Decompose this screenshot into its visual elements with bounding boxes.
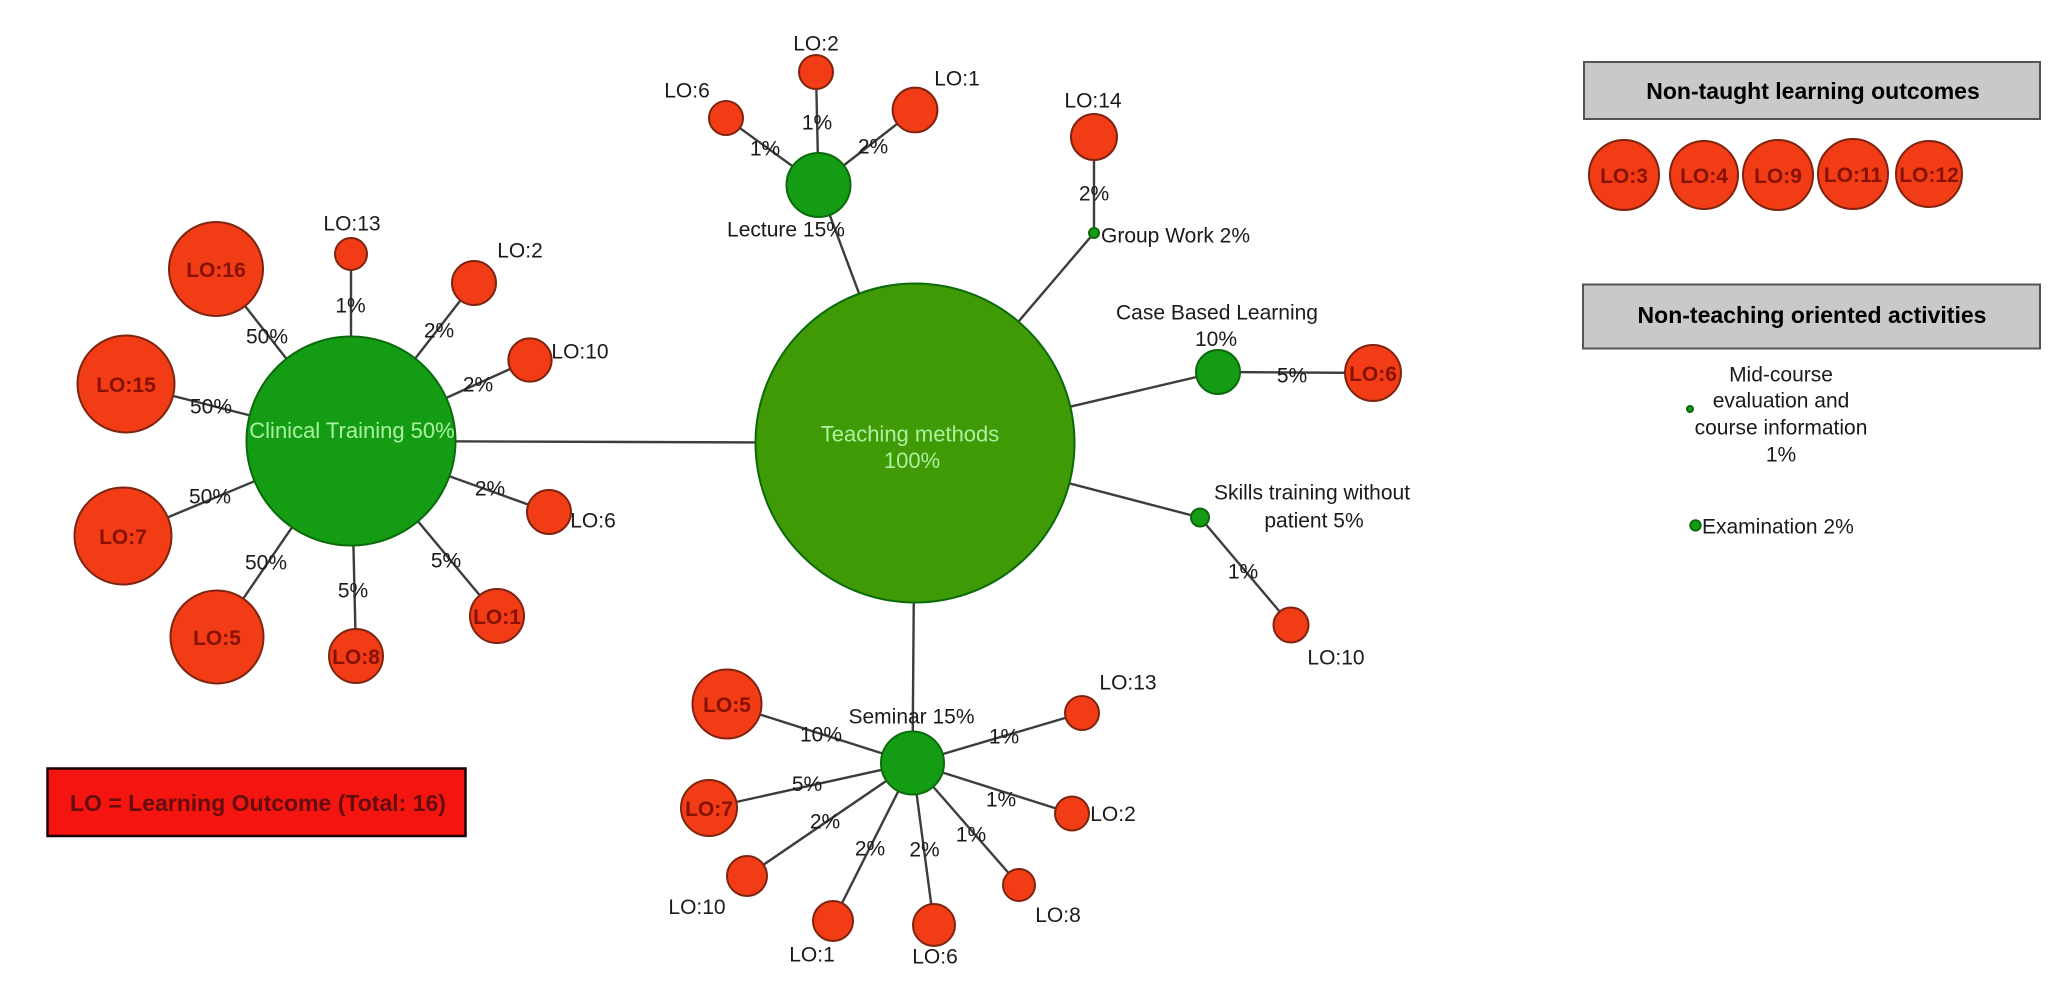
svg-text:1%: 1% (956, 824, 986, 847)
svg-text:patient 5%: patient 5% (1264, 510, 1363, 533)
svg-text:course information: course information (1695, 417, 1868, 440)
svg-text:2%: 2% (424, 320, 454, 343)
svg-text:LO:10: LO:10 (668, 896, 725, 919)
svg-text:LO:8: LO:8 (1035, 904, 1081, 927)
svg-text:LO:16: LO:16 (186, 259, 246, 282)
svg-text:LO = Learning Outcome (Total:: LO = Learning Outcome (Total: 16) (70, 790, 446, 816)
svg-text:5%: 5% (792, 773, 822, 796)
svg-text:LO:11: LO:11 (1824, 164, 1883, 187)
svg-text:LO:4: LO:4 (1680, 165, 1728, 188)
svg-text:LO:13: LO:13 (323, 213, 380, 236)
svg-text:LO:12: LO:12 (1899, 164, 1959, 187)
svg-text:Non-teaching oriented activiti: Non-teaching oriented activities (1638, 302, 1987, 328)
svg-text:2%: 2% (810, 811, 840, 834)
svg-text:Lecture 15%: Lecture 15% (727, 219, 845, 242)
svg-text:5%: 5% (1277, 365, 1307, 388)
svg-text:Clinical Training 50%: Clinical Training 50% (249, 418, 454, 443)
svg-text:Group Work 2%: Group Work 2% (1101, 225, 1250, 248)
svg-text:1%: 1% (989, 726, 1019, 749)
svg-text:LO:6: LO:6 (664, 80, 710, 103)
svg-text:Examination 2%: Examination 2% (1702, 516, 1854, 539)
svg-text:LO:6: LO:6 (912, 946, 958, 969)
svg-text:2%: 2% (858, 136, 888, 159)
svg-text:LO:7: LO:7 (685, 798, 733, 821)
svg-text:1%: 1% (1228, 561, 1258, 584)
svg-text:2%: 2% (475, 478, 505, 501)
svg-text:50%: 50% (246, 326, 288, 349)
svg-text:Mid-course: Mid-course (1729, 364, 1833, 387)
svg-text:5%: 5% (431, 550, 461, 573)
svg-text:LO:2: LO:2 (497, 240, 543, 263)
svg-text:LO:2: LO:2 (1090, 803, 1136, 826)
svg-text:LO:15: LO:15 (96, 374, 156, 397)
svg-text:50%: 50% (190, 396, 232, 419)
svg-text:LO:2: LO:2 (793, 33, 839, 56)
svg-text:LO:10: LO:10 (551, 341, 608, 364)
svg-text:50%: 50% (245, 552, 287, 575)
svg-text:LO:6: LO:6 (570, 510, 616, 533)
svg-text:1%: 1% (986, 789, 1016, 812)
svg-text:LO:1: LO:1 (789, 944, 835, 967)
svg-text:LO:7: LO:7 (99, 526, 147, 549)
svg-text:5%: 5% (338, 580, 368, 603)
svg-text:LO:1: LO:1 (473, 606, 521, 629)
svg-text:LO:5: LO:5 (193, 627, 241, 650)
svg-text:Seminar 15%: Seminar 15% (848, 706, 974, 729)
svg-text:Skills training without: Skills training without (1214, 482, 1410, 505)
svg-text:10%: 10% (800, 724, 842, 747)
svg-text:LO:9: LO:9 (1754, 165, 1802, 188)
svg-text:LO:14: LO:14 (1064, 90, 1122, 113)
svg-text:LO:13: LO:13 (1099, 672, 1156, 695)
svg-text:Case Based Learning: Case Based Learning (1116, 302, 1318, 325)
svg-text:LO:1: LO:1 (934, 68, 980, 91)
svg-text:Teaching methods: Teaching methods (821, 422, 1000, 447)
svg-text:evaluation and: evaluation and (1713, 390, 1850, 413)
svg-text:2%: 2% (855, 838, 885, 861)
svg-text:100%: 100% (884, 448, 940, 473)
svg-text:50%: 50% (189, 486, 231, 509)
svg-text:1%: 1% (750, 138, 780, 161)
svg-text:2%: 2% (1079, 183, 1109, 206)
svg-text:1%: 1% (1766, 444, 1796, 467)
svg-text:LO:8: LO:8 (332, 646, 380, 669)
svg-text:1%: 1% (335, 295, 365, 318)
svg-text:1%: 1% (802, 112, 832, 135)
svg-text:2%: 2% (909, 839, 939, 862)
svg-text:LO:10: LO:10 (1307, 647, 1364, 670)
svg-text:LO:5: LO:5 (703, 694, 751, 717)
svg-text:2%: 2% (463, 374, 493, 397)
svg-text:LO:3: LO:3 (1600, 165, 1648, 188)
svg-text:10%: 10% (1195, 328, 1237, 351)
svg-text:LO:6: LO:6 (1349, 363, 1397, 386)
svg-text:Non-taught learning outcomes: Non-taught learning outcomes (1646, 78, 1980, 104)
